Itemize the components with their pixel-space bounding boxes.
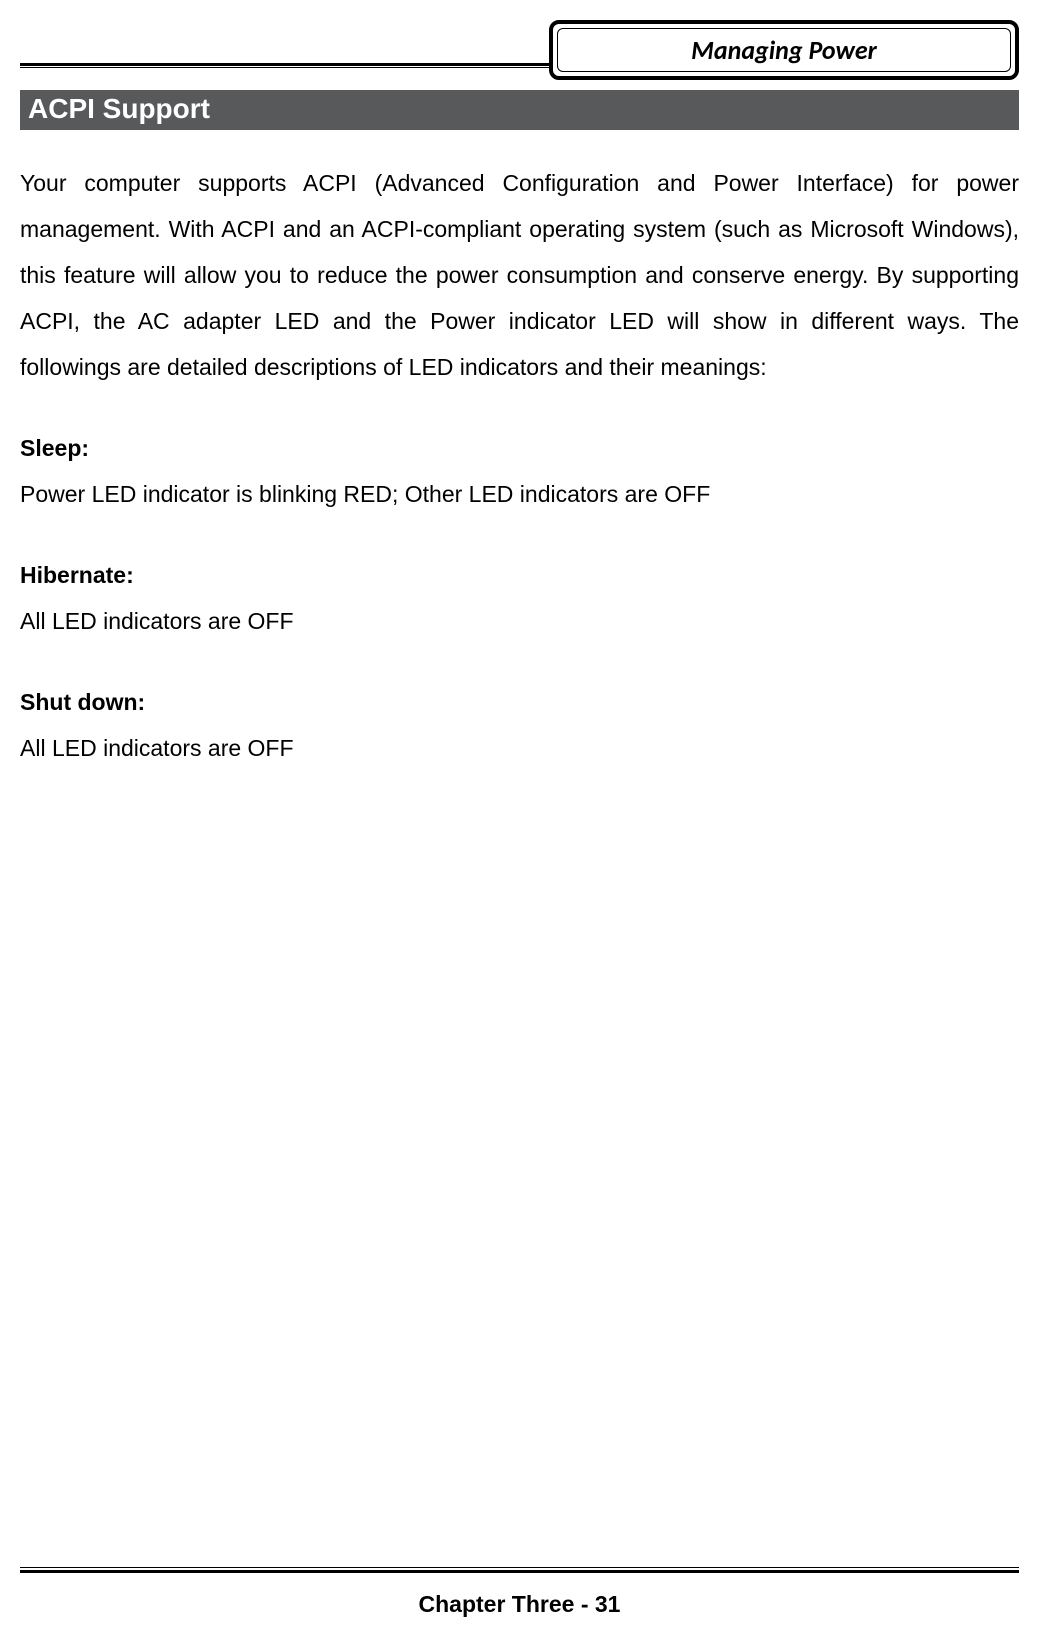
header-tab-label: Managing Power [691, 34, 877, 66]
state-shutdown-label: Shut down: [20, 679, 1019, 725]
section-title: ACPI Support [20, 90, 1019, 130]
state-sleep-desc: Power LED indicator is blinking RED; Oth… [20, 471, 1019, 517]
page-header: Managing Power [0, 0, 1039, 75]
header-tab: Managing Power [549, 20, 1019, 80]
state-hibernate: Hibernate: All LED indicators are OFF [20, 552, 1019, 644]
header-tab-inner: Managing Power [557, 28, 1011, 72]
footer-text: Chapter Three - 31 [20, 1591, 1019, 1618]
footer-rule [20, 1567, 1019, 1573]
page: Managing Power ACPI Support Your compute… [0, 0, 1039, 1648]
intro-paragraph: Your computer supports ACPI (Advanced Co… [20, 160, 1019, 390]
state-hibernate-desc: All LED indicators are OFF [20, 598, 1019, 644]
state-shutdown: Shut down: All LED indicators are OFF [20, 679, 1019, 771]
state-shutdown-desc: All LED indicators are OFF [20, 725, 1019, 771]
state-hibernate-label: Hibernate: [20, 552, 1019, 598]
state-sleep: Sleep: Power LED indicator is blinking R… [20, 425, 1019, 517]
page-footer: Chapter Three - 31 [20, 1567, 1019, 1618]
state-sleep-label: Sleep: [20, 425, 1019, 471]
content-area: ACPI Support Your computer supports ACPI… [0, 75, 1039, 771]
